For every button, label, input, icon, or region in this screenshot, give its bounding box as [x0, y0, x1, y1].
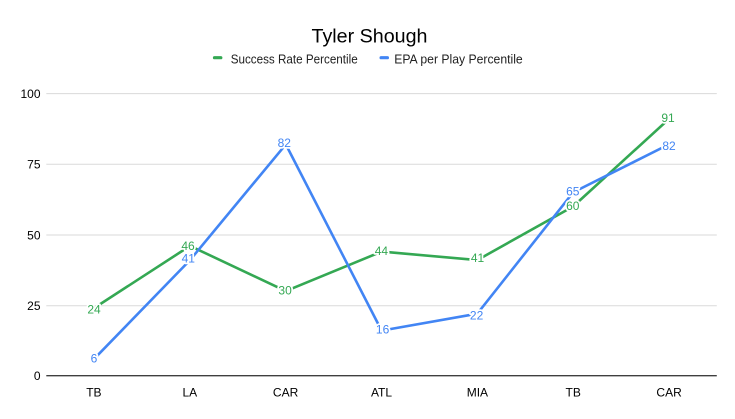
svg-text:65: 65	[566, 184, 580, 198]
svg-text:TB: TB	[86, 385, 101, 399]
svg-text:82: 82	[662, 139, 676, 153]
svg-text:41: 41	[471, 251, 485, 265]
svg-text:60: 60	[566, 199, 580, 213]
svg-text:82: 82	[278, 136, 292, 150]
svg-text:6: 6	[91, 352, 98, 366]
svg-text:Tyler Shough: Tyler Shough	[312, 27, 428, 48]
svg-text:41: 41	[182, 251, 196, 265]
svg-text:30: 30	[278, 284, 292, 298]
svg-text:LA: LA	[182, 385, 197, 399]
svg-text:24: 24	[87, 303, 101, 317]
svg-text:82: 82	[662, 139, 676, 153]
svg-text:100: 100	[20, 87, 40, 101]
svg-text:ATL: ATL	[371, 385, 392, 399]
svg-text:22: 22	[470, 309, 484, 323]
svg-text:75: 75	[27, 158, 41, 172]
svg-text:16: 16	[376, 322, 390, 336]
svg-text:30: 30	[278, 284, 292, 298]
svg-text:MIA: MIA	[467, 385, 488, 399]
svg-text:25: 25	[27, 299, 41, 313]
svg-text:44: 44	[375, 244, 389, 258]
svg-text:CAR: CAR	[656, 385, 682, 399]
svg-text:91: 91	[661, 111, 675, 125]
svg-text:41: 41	[471, 251, 485, 265]
svg-text:44: 44	[375, 244, 389, 258]
svg-text:6: 6	[91, 352, 98, 366]
svg-text:60: 60	[566, 199, 580, 213]
svg-text:CAR: CAR	[273, 385, 299, 399]
svg-text:91: 91	[661, 111, 675, 125]
svg-text:46: 46	[181, 239, 195, 253]
svg-text:41: 41	[182, 251, 196, 265]
svg-text:Success Rate Percentile: Success Rate Percentile	[231, 52, 358, 67]
svg-text:65: 65	[566, 184, 580, 198]
svg-text:46: 46	[181, 239, 195, 253]
svg-text:82: 82	[278, 136, 292, 150]
svg-text:24: 24	[87, 303, 101, 317]
svg-text:0: 0	[34, 369, 41, 383]
svg-text:EPA per Play Percentile: EPA per Play Percentile	[394, 52, 523, 67]
svg-text:16: 16	[376, 322, 390, 336]
svg-text:50: 50	[27, 228, 41, 242]
svg-text:22: 22	[470, 309, 484, 323]
svg-text:TB: TB	[566, 385, 581, 399]
